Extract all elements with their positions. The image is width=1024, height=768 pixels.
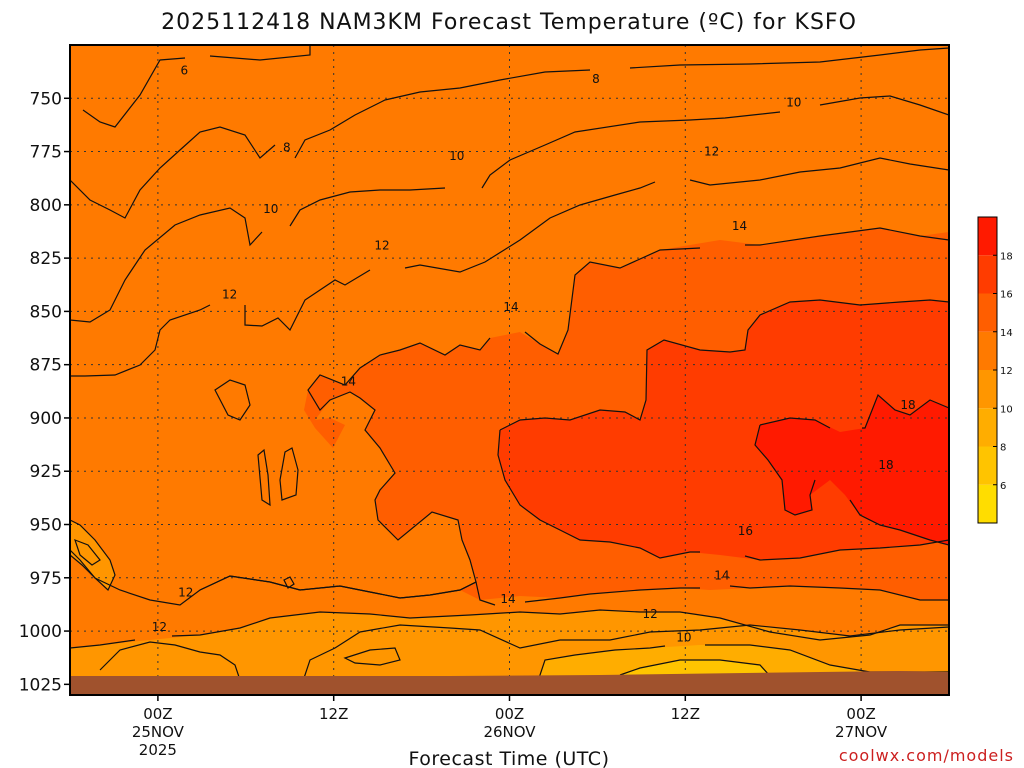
contour-label: 12	[152, 620, 167, 634]
colorbar-segment	[978, 293, 997, 332]
y-tick-label: 1000	[19, 622, 62, 642]
colorbar-tick-label: 18	[1000, 251, 1013, 262]
x-tick-label: 12Z	[319, 705, 348, 723]
x-tick-label: 2025	[139, 741, 177, 759]
contour-label: 14	[503, 300, 518, 314]
colorbar-tick-label: 12	[1000, 366, 1013, 377]
y-tick-label: 1025	[19, 675, 62, 695]
plot-area: 6 8 8 10 10 10 10 12 12 12 12 12 12 14 14 14 14 14 16 18 18	[70, 45, 949, 695]
contour-10-lowleft	[70, 519, 116, 591]
contour-18	[754, 393, 949, 546]
contour-12	[70, 157, 949, 377]
y-tick-label: 850	[30, 302, 62, 322]
contour-16	[497, 299, 949, 561]
contour-small-ring-a	[283, 576, 295, 589]
contour-label: 10	[676, 630, 691, 644]
contour-label: 8	[283, 140, 291, 154]
band-16-18	[498, 300, 949, 560]
band-18-20	[755, 395, 949, 545]
contour-label: 14	[714, 569, 729, 583]
x-axis-label: Forecast Time (UTC)	[409, 748, 610, 768]
y-tick-label: 800	[30, 196, 62, 216]
contour-lines	[70, 45, 949, 691]
y-tick-label: 775	[30, 143, 62, 163]
y-tick-label: 875	[30, 356, 62, 376]
colorbar-segment	[978, 484, 997, 523]
band-10-12-lowleft	[70, 520, 115, 590]
chart-title: 2025112418 NAM3KM Forecast Temperature (…	[161, 10, 857, 35]
x-tick-label: 12Z	[671, 705, 700, 723]
contour-10-lower	[299, 624, 949, 691]
colorbar-tick-label: 8	[1000, 443, 1006, 454]
contour-labels: 6 8 8 10 10 10 10 12 12 12 12 12 12 14 14 14 14 14 16 18 18	[152, 64, 916, 645]
y-axis: 750 775 800 825 850 875 900 925 950 975 1000 1025	[19, 89, 70, 695]
contour-8-b	[629, 47, 949, 69]
x-tick-label: 26NOV	[483, 723, 536, 741]
contour-label: 6	[180, 64, 188, 78]
contour-10-center-low	[343, 647, 401, 666]
contour-label: 12	[222, 287, 237, 301]
contour-label: 14	[341, 375, 356, 389]
contour-label: 12	[704, 145, 719, 159]
colorbar-tick-label: 16	[1000, 290, 1013, 301]
y-tick-label: 900	[30, 409, 62, 429]
contour-label: 10	[263, 202, 278, 216]
contour-6-lower	[619, 659, 771, 677]
colorbar-segment	[978, 408, 997, 447]
contour-14-island-c	[279, 447, 299, 501]
x-tick-label: 00Z	[846, 705, 875, 723]
contour-label: 18	[878, 458, 893, 472]
contour-label: 8	[592, 72, 600, 86]
y-tick-label: 950	[30, 516, 62, 536]
colorbar-tick-label: 6	[1000, 481, 1006, 492]
contour-10	[70, 95, 949, 323]
colorbar-segment	[978, 370, 997, 409]
y-tick-label: 975	[30, 569, 62, 589]
contour-label: 14	[732, 219, 747, 233]
surface-terrain-edge	[70, 671, 949, 695]
contour-label: 10	[786, 96, 801, 110]
contour-8-a	[70, 69, 591, 219]
y-tick-label: 925	[30, 462, 62, 482]
contour-6	[82, 45, 311, 128]
colorbar-segment	[978, 217, 997, 256]
x-tick-label: 27NOV	[835, 723, 888, 741]
contour-14-island-b	[257, 448, 271, 507]
contour-label: 14	[500, 592, 515, 606]
credit-link[interactable]: coolwx.com/models	[839, 746, 1014, 765]
colorbar-segment	[978, 446, 997, 485]
contour-14-lower	[199, 575, 949, 606]
y-tick-label: 750	[30, 89, 62, 109]
x-tick-label: 00Z	[143, 705, 172, 723]
colorbar-tick-label: 10	[1000, 404, 1013, 415]
colorbar: 6 8 10 12 14 16 18	[977, 216, 1013, 524]
colorbar-segment	[978, 331, 997, 370]
y-tick-label: 825	[30, 249, 62, 269]
x-tick-label: 00Z	[495, 705, 524, 723]
contour-label: 16	[738, 524, 753, 538]
contour-12-left-low	[99, 641, 241, 681]
contour-label: 12	[178, 586, 193, 600]
contour-lowleft-small	[74, 538, 101, 566]
contour-12-lower	[70, 609, 949, 649]
contour-label: 10	[449, 149, 464, 163]
colorbar-tick-label: 14	[1000, 328, 1013, 339]
contour-14-island-a	[214, 379, 251, 421]
contour-label: 18	[900, 398, 915, 412]
contour-label: 12	[642, 607, 657, 621]
contour-label: 12	[374, 238, 389, 252]
colorbar-segment	[978, 255, 997, 294]
x-tick-label: 25NOV	[132, 723, 185, 741]
